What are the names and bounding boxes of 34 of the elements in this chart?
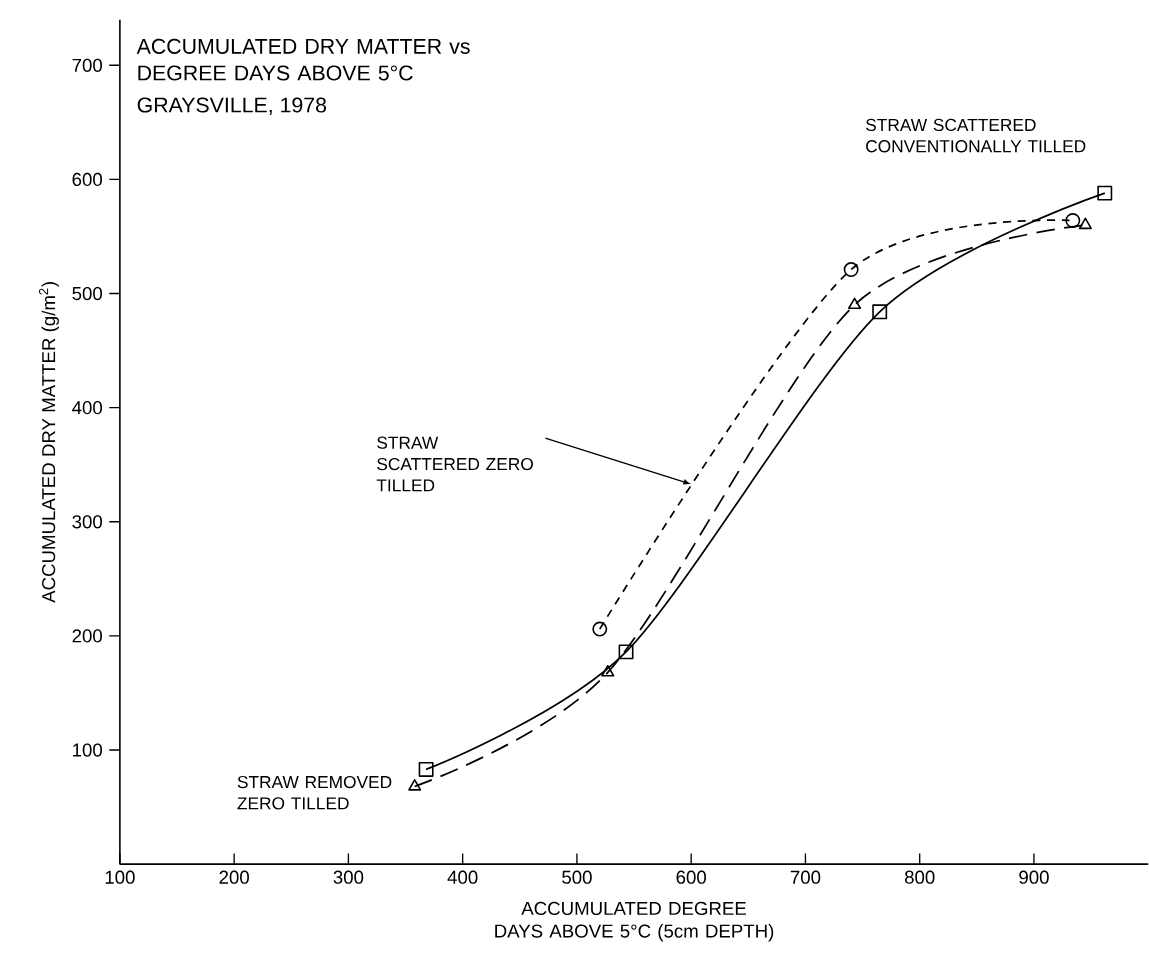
point <box>1065 213 1081 228</box>
y-tick-label: 300 <box>72 515 103 529</box>
point <box>848 297 862 310</box>
point <box>618 644 634 660</box>
point <box>843 262 859 278</box>
x-tick-label: 800 <box>904 870 935 884</box>
y-tick-label: 600 <box>72 172 103 186</box>
point <box>601 664 615 677</box>
x-tick-label: 100 <box>105 870 135 884</box>
x-tick-label: 400 <box>447 870 478 884</box>
point <box>872 304 888 320</box>
text: GRAYSVILLE, 1978 <box>137 97 327 116</box>
x-tick-label: 900 <box>1019 870 1049 884</box>
y-axis-title: ACCUMULATED DRY MATTER (g/m$^{2}$) <box>39 282 59 603</box>
y-tick-label: 700 <box>72 58 103 72</box>
point <box>1078 217 1092 230</box>
y-tick-label: 200 <box>72 629 103 643</box>
x-tick-label: 500 <box>562 870 592 884</box>
text: ACCUMULATED DRY MATTER vs DEGREE DAYS ABOVE 5°C <box>136 38 470 81</box>
point <box>408 779 422 791</box>
series-label: STRAW REMOVED ZERO TILLED <box>237 775 392 810</box>
text: STRAW SCATTERED ZERO TILLED <box>376 436 533 492</box>
y-tick-label: 400 <box>72 401 103 415</box>
x-tick-label: 300 <box>333 870 364 884</box>
x-tick-label: 700 <box>790 870 821 884</box>
x-tick-label: 600 <box>676 870 707 884</box>
point <box>1097 185 1113 201</box>
point <box>418 761 434 777</box>
y-tick-label: 500 <box>72 286 103 301</box>
point <box>592 621 608 637</box>
y-tick-label: 100 <box>73 743 103 757</box>
x-axis-title: ACCUMULATED DEGREE DAYS ABOVE 5°C (5cm DEPTH) <box>495 901 774 942</box>
x-tick-label: 200 <box>219 870 249 884</box>
text: STRAW SCATTERED CONVENTIONALLY TILLED <box>866 118 1086 153</box>
